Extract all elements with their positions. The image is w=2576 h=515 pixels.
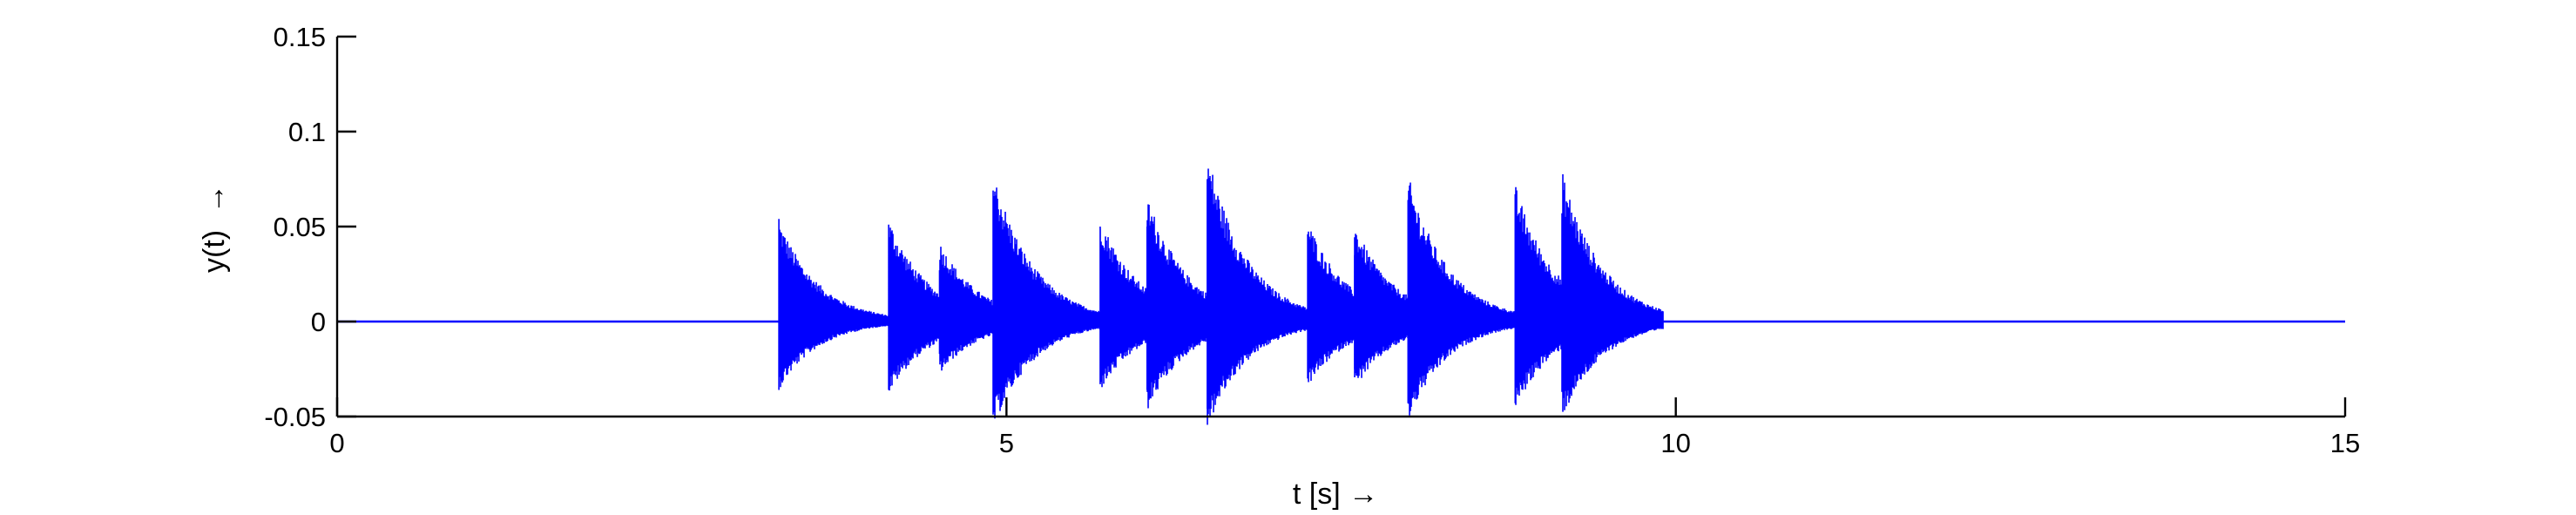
plot-area: [337, 168, 2345, 425]
x-tick-label: 0: [329, 428, 344, 458]
y-tick-label: 0: [311, 307, 326, 337]
x-tick-label: 5: [999, 428, 1014, 458]
signal-waveform: [778, 168, 1664, 425]
y-tick-label: -0.05: [264, 402, 326, 432]
x-axis-label: t [s] →: [1293, 478, 1378, 511]
x-ticks: 0 5 10 15: [329, 397, 2360, 458]
y-ticks: -0.05 0 0.05 0.1 0.15: [264, 22, 356, 432]
x-tick-label: 10: [1660, 428, 1690, 458]
y-tick-label: 0.1: [288, 117, 326, 147]
y-tick-label: 0.15: [274, 22, 326, 52]
x-tick-label: 15: [2330, 428, 2360, 458]
y-tick-label: 0.05: [274, 212, 326, 242]
y-axis-label: y(t) →: [198, 184, 231, 273]
